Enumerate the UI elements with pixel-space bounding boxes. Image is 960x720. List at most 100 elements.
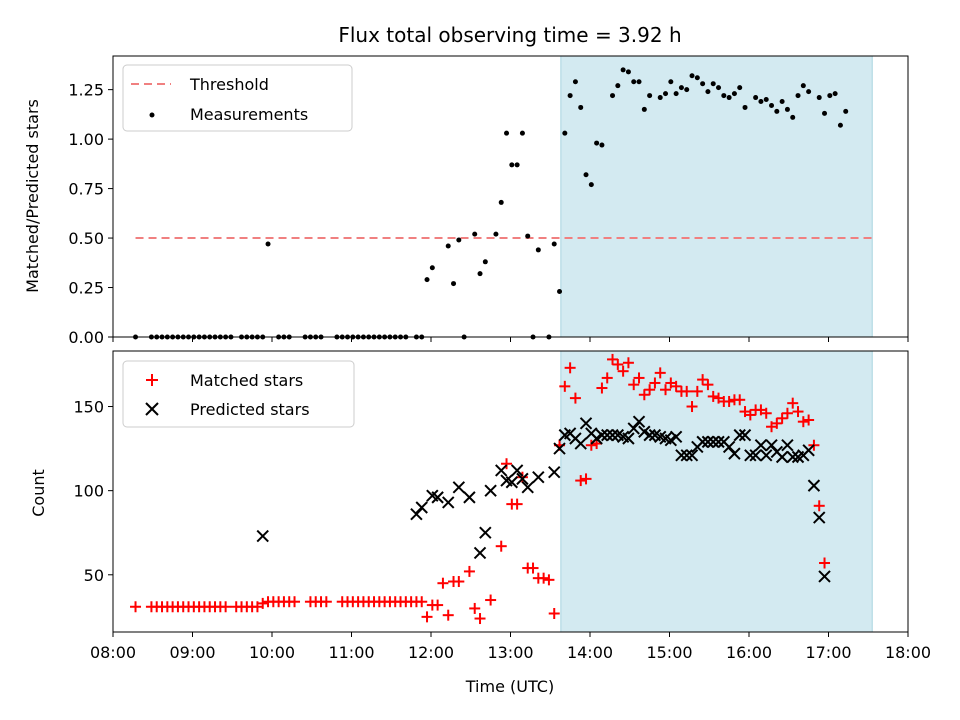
predicted-stars-legend-label: Predicted stars bbox=[190, 400, 310, 419]
matched-star-point bbox=[797, 416, 809, 428]
measurement-point bbox=[806, 89, 812, 95]
predicted-star-point bbox=[738, 428, 752, 442]
measurement-point bbox=[673, 91, 679, 97]
predicted-star-point bbox=[548, 465, 561, 479]
measurement-point bbox=[832, 91, 838, 97]
measurement-point bbox=[583, 172, 589, 178]
matched-star-point bbox=[633, 372, 645, 384]
matched-star-point bbox=[527, 562, 539, 574]
predicted-star-point bbox=[553, 442, 566, 455]
predicted-star-point bbox=[505, 476, 519, 489]
predicted-star-point bbox=[728, 447, 741, 460]
measurement-point bbox=[769, 102, 775, 108]
matched-star-point bbox=[638, 389, 650, 401]
top-y-tick-label: 0.75 bbox=[68, 180, 104, 199]
matched-star-point bbox=[495, 540, 507, 552]
matched-star-point bbox=[813, 500, 825, 512]
x-axis-label: Time (UTC) bbox=[465, 677, 554, 696]
matched-star-point bbox=[649, 377, 661, 389]
predicted-star-point bbox=[733, 428, 746, 442]
measurement-point bbox=[519, 130, 525, 136]
measurement-point bbox=[710, 81, 716, 87]
matched-star-point bbox=[617, 365, 629, 377]
top-x-ticks bbox=[112, 337, 909, 342]
matched-star-point bbox=[622, 357, 634, 369]
predicted-star-point bbox=[579, 417, 593, 430]
matched-star-point bbox=[453, 576, 465, 588]
top-legend: Threshold Measurements bbox=[122, 64, 353, 132]
predicted-star-point bbox=[510, 464, 524, 477]
top-y-ticks: 0.00 0.25 0.50 0.75 1.00 1.25 bbox=[68, 81, 113, 347]
predicted-star-point bbox=[495, 464, 508, 477]
matched-star-point bbox=[734, 394, 746, 406]
matched-star-point bbox=[548, 607, 560, 619]
predicted-star-point bbox=[696, 435, 709, 449]
matched-star-point bbox=[628, 379, 640, 391]
predicted-star-point bbox=[802, 444, 815, 457]
matched-star-point bbox=[702, 379, 714, 391]
bottom-y-tick-label: 100 bbox=[73, 482, 104, 501]
matched-star-point bbox=[543, 574, 555, 586]
bottom-shaded-interval bbox=[560, 350, 873, 633]
matched-star-point bbox=[803, 414, 815, 426]
matched-star-point bbox=[607, 353, 619, 365]
predicted-star-point bbox=[463, 491, 476, 504]
measurement-point bbox=[493, 231, 499, 237]
measurement-point bbox=[265, 241, 271, 247]
measurements-points bbox=[133, 67, 849, 340]
matched-star-point bbox=[670, 380, 682, 392]
measurement-point bbox=[498, 199, 504, 205]
bottom-y-tick-label: 150 bbox=[73, 398, 104, 417]
matched-star-point bbox=[559, 380, 571, 392]
matched-star-point bbox=[707, 390, 719, 402]
matched-star-point bbox=[501, 458, 513, 470]
measurement-point bbox=[525, 233, 531, 239]
predicted-star-point bbox=[701, 435, 715, 449]
matched-stars-legend-label: Matched stars bbox=[190, 371, 303, 390]
predicted-star-point bbox=[807, 479, 821, 492]
measurement-point bbox=[456, 237, 462, 243]
predicted-star-point bbox=[813, 511, 826, 524]
matched-star-point bbox=[575, 475, 587, 487]
x-tick-label: 10:00 bbox=[249, 643, 295, 662]
measurement-point bbox=[684, 87, 690, 93]
bottom-y-tick-label: 50 bbox=[84, 566, 104, 585]
matched-star-point bbox=[474, 613, 486, 625]
matched-star-point bbox=[220, 601, 232, 613]
predicted-star-point bbox=[452, 481, 466, 494]
matched-star-point bbox=[819, 557, 831, 569]
matched-star-point bbox=[421, 611, 433, 623]
matched-star-point bbox=[601, 372, 613, 384]
measurement-point bbox=[514, 162, 520, 168]
predicted-star-point bbox=[521, 481, 534, 494]
matched-star-point bbox=[760, 407, 772, 419]
x-tick-label: 13:00 bbox=[487, 643, 533, 662]
predicted-star-point bbox=[606, 428, 619, 442]
measurement-point bbox=[631, 79, 637, 85]
matched-star-point bbox=[580, 473, 592, 485]
predicted-star-point bbox=[479, 526, 492, 539]
top-panel: 0.00 0.25 0.50 0.75 1.00 1.25 Flux total obse… bbox=[23, 23, 909, 347]
predicted-star-point bbox=[532, 470, 545, 484]
measurement-point bbox=[721, 93, 727, 99]
measurement-point bbox=[620, 67, 626, 73]
measurements-legend-swatch bbox=[149, 112, 155, 118]
measurement-point bbox=[657, 95, 663, 101]
matched-star-point bbox=[781, 407, 793, 419]
predicted-star-point bbox=[473, 546, 487, 560]
matched-star-point bbox=[485, 594, 497, 606]
matched-star-point bbox=[776, 412, 788, 424]
predicted-star-point bbox=[632, 415, 646, 428]
measurement-point bbox=[753, 95, 759, 101]
matched-star-point bbox=[744, 409, 756, 421]
matched-star-point bbox=[437, 577, 449, 589]
measurement-point bbox=[816, 95, 822, 101]
predicted-star-point bbox=[707, 435, 720, 449]
measurement-point bbox=[742, 104, 748, 110]
measurement-point bbox=[588, 182, 594, 188]
predicted-star-point bbox=[685, 449, 699, 462]
predicted-star-point bbox=[712, 435, 725, 449]
measurement-point bbox=[625, 69, 631, 75]
matched-star-point bbox=[289, 596, 301, 608]
